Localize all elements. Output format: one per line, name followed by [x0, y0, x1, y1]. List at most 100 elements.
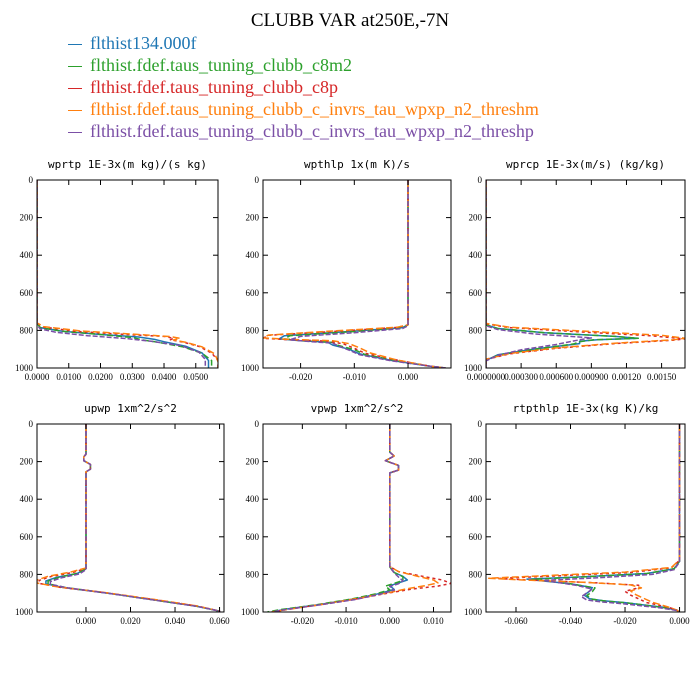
legend-entry: flthist.fdef.taus_tuning_clubb_c8m2	[68, 54, 539, 76]
series-line	[271, 424, 439, 612]
y-tick-label: 1000	[464, 363, 483, 373]
figure-title: CLUBB VAR at250E,-7N	[250, 10, 450, 31]
y-tick-label: 800	[469, 325, 483, 335]
y-tick-label: 200	[469, 457, 483, 467]
legend-label: flthist134.000f	[90, 33, 197, 53]
x-tick-label: 0.00120	[612, 372, 642, 382]
panel: wprcp 1E-3x(m/s) (kg/kg) 0 200 400 600 800 100…	[464, 158, 686, 382]
series-line	[49, 424, 221, 612]
legend-swatch	[68, 44, 82, 46]
series-line	[267, 424, 404, 612]
y-tick-label: 400	[246, 250, 260, 260]
x-tick-label: 0.000	[380, 616, 401, 626]
series-line	[271, 424, 409, 612]
series-line	[37, 424, 221, 612]
panel-title: wprcp 1E-3x(m/s) (kg/kg)	[506, 158, 665, 171]
x-tick-label: -0.010	[343, 372, 367, 382]
y-tick-label: 400	[20, 250, 34, 260]
x-tick-label: 0.010	[423, 616, 444, 626]
y-tick-label: 400	[469, 494, 483, 504]
series-line	[486, 180, 685, 368]
series-line	[37, 180, 218, 368]
y-tick-label: 800	[246, 325, 260, 335]
x-tick-label: 0.020	[120, 616, 141, 626]
y-tick-label: 200	[246, 213, 260, 223]
series-group	[37, 424, 221, 612]
series-line	[263, 180, 446, 368]
x-tick-label: 0.000900	[574, 372, 608, 382]
legend-label: flthist.fdef.taus_tuning_clubb_c_invrs_t…	[90, 121, 534, 141]
y-tick-label: 800	[20, 325, 34, 335]
legend-swatch	[68, 110, 82, 112]
series-line	[37, 180, 207, 368]
legend-swatch	[68, 88, 82, 90]
y-tick-label: 600	[20, 288, 34, 298]
y-tick-label: 600	[20, 532, 34, 542]
series-line	[37, 180, 218, 368]
legend-label: flthist.fdef.taus_tuning_clubb_c_invrs_t…	[90, 99, 539, 119]
legend-label: flthist.fdef.taus_tuning_clubb_c8m2	[90, 55, 352, 75]
legend-swatch	[68, 132, 82, 134]
y-tick-label: 400	[246, 494, 260, 504]
series-line	[289, 180, 446, 368]
legend-entry: flthist.fdef.taus_tuning_clubb_c_invrs_t…	[68, 98, 539, 120]
y-tick-label: 800	[469, 569, 483, 579]
legend-entry: flthist.fdef.taus_tuning_clubb_c8p	[68, 76, 539, 98]
series-line	[496, 424, 681, 612]
y-tick-label: 600	[469, 532, 483, 542]
series-group	[263, 180, 446, 368]
series-group	[267, 424, 451, 612]
x-tick-label: 0.000	[398, 372, 419, 382]
panel-title: vpwp 1xm^2/s^2	[311, 402, 404, 415]
y-tick-label: 400	[469, 250, 483, 260]
x-tick-label: 0.0000000	[467, 372, 506, 382]
plot-frame	[485, 423, 686, 613]
x-tick-label: -0.010	[334, 616, 358, 626]
series-line	[38, 424, 221, 612]
series-line	[37, 180, 210, 368]
panel: upwp 1xm^2/s^2 0 200 400 600 800 1000 0.000 0.02…	[15, 402, 230, 626]
panel: vpwp 1xm^2/s^2 0 200 400 600 800 1000 -0.020 -0.…	[241, 402, 452, 626]
y-tick-label: 1000	[241, 607, 260, 617]
y-tick-label: 0	[478, 419, 483, 429]
y-tick-label: 600	[246, 532, 260, 542]
y-tick-label: 0	[29, 419, 34, 429]
legend-entry: flthist134.000f	[68, 32, 539, 54]
series-group	[486, 180, 685, 368]
series-line	[45, 424, 221, 612]
plot-frame	[36, 423, 225, 613]
series-line	[37, 180, 213, 368]
y-tick-label: 800	[246, 569, 260, 579]
x-tick-label: -0.040	[559, 616, 583, 626]
x-tick-label: 0.000300	[504, 372, 538, 382]
legend: flthist134.000f flthist.fdef.taus_tuning…	[68, 32, 539, 142]
x-tick-label: -0.020	[613, 616, 637, 626]
series-group	[37, 180, 218, 368]
series-line	[271, 424, 404, 612]
series-line	[487, 424, 681, 612]
series-line	[47, 424, 221, 612]
x-tick-label: -0.020	[289, 372, 313, 382]
y-tick-label: 200	[246, 457, 260, 467]
x-tick-label: 0.0000	[25, 372, 50, 382]
x-tick-label: 0.0100	[56, 372, 81, 382]
panel-title: wprtp 1E-3x(m kg)/(s kg)	[48, 158, 207, 171]
plot-frame	[485, 179, 686, 369]
panel-title: upwp 1xm^2/s^2	[84, 402, 177, 415]
y-tick-label: 800	[20, 569, 34, 579]
panel: wprtp 1E-3x(m kg)/(s kg) 0 200 400 600 800 100…	[15, 158, 219, 382]
y-tick-label: 1000	[241, 363, 260, 373]
series-line	[486, 180, 593, 368]
x-tick-label: 0.000600	[539, 372, 573, 382]
y-tick-label: 200	[469, 213, 483, 223]
legend-entry: flthist.fdef.taus_tuning_clubb_c_invrs_t…	[68, 120, 539, 142]
y-tick-label: 1000	[15, 363, 34, 373]
y-tick-label: 0	[255, 175, 260, 185]
series-group	[487, 424, 681, 612]
panel: wpthlp 1x(m K)/s 0 200 400 600 800 1000 -0.020 -…	[241, 158, 452, 382]
series-line	[486, 180, 639, 368]
series-line	[486, 180, 685, 368]
plot-frame	[36, 179, 219, 369]
x-tick-label: 0.040	[165, 616, 186, 626]
